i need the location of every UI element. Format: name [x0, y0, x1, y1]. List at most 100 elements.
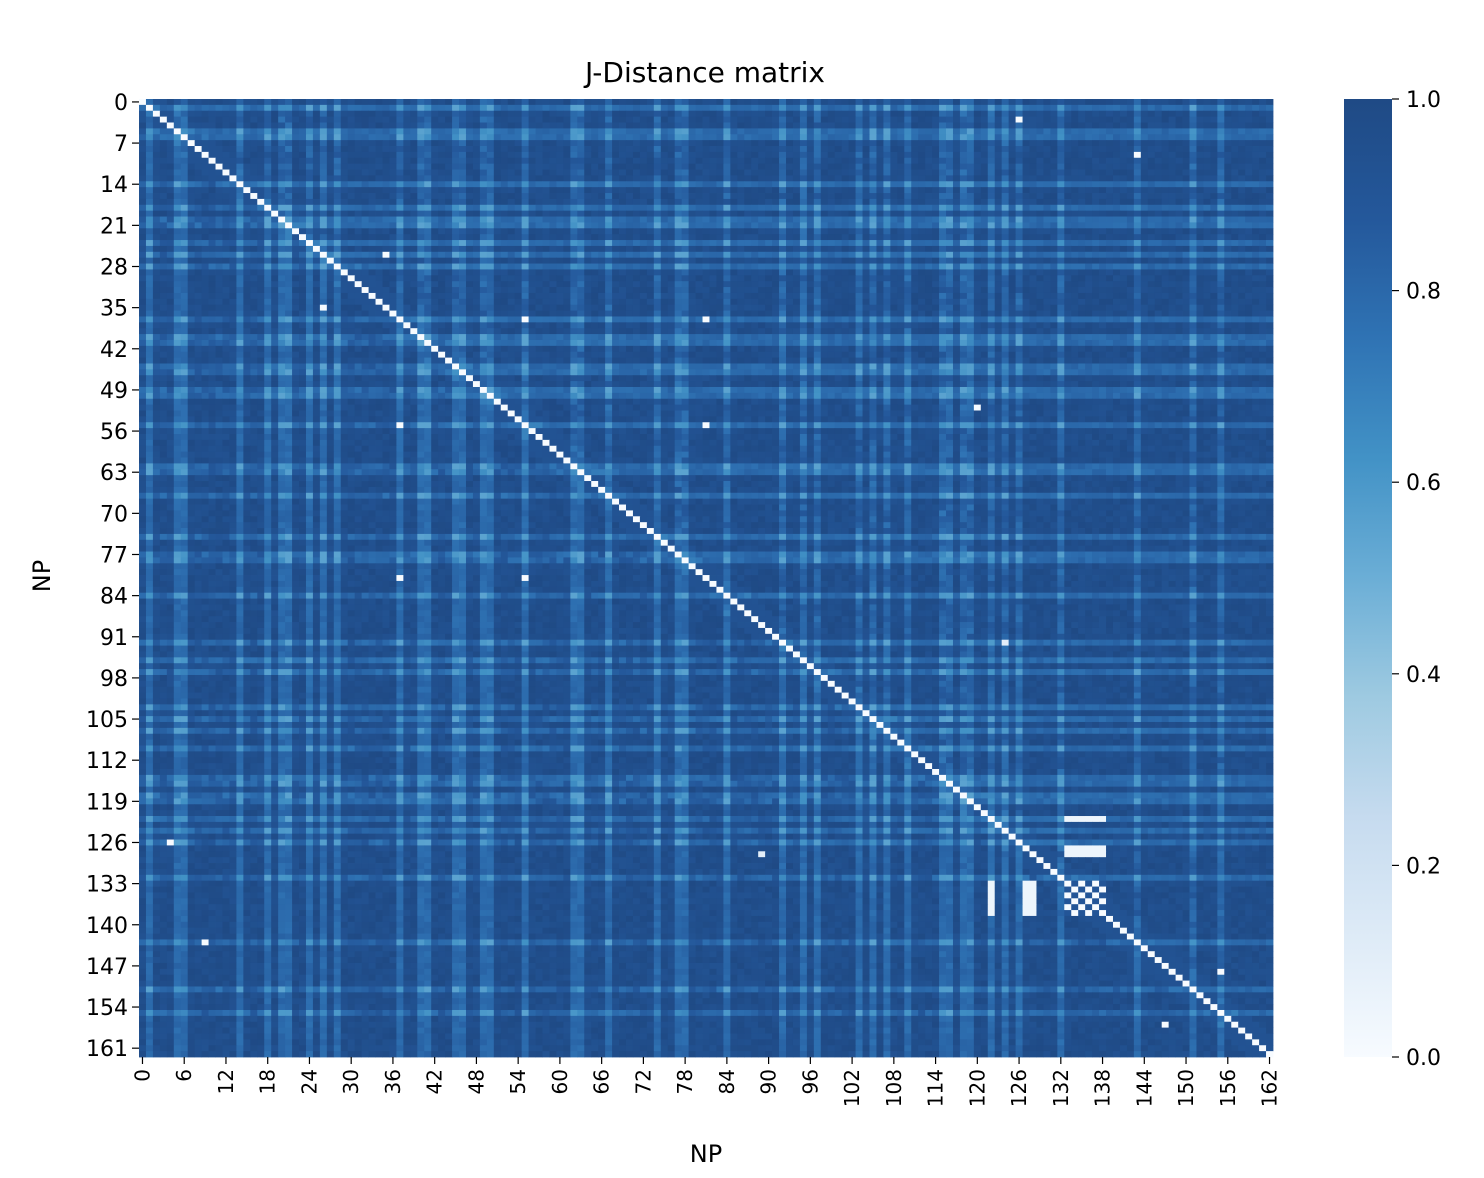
heatmap-cell — [431, 111, 438, 117]
heatmap-cell — [369, 170, 376, 176]
heatmap-cell — [807, 146, 814, 152]
heatmap-cell — [334, 140, 341, 146]
heatmap-cell — [981, 258, 988, 264]
heatmap-cell — [243, 175, 250, 181]
heatmap-cell — [605, 258, 612, 264]
heatmap-cell — [403, 152, 410, 158]
heatmap-cell — [960, 187, 967, 193]
heatmap-cell — [1099, 105, 1106, 111]
heatmap-cell — [1071, 269, 1078, 275]
heatmap-cell — [793, 275, 800, 281]
heatmap-cell — [668, 175, 675, 181]
heatmap-cell — [355, 217, 362, 223]
heatmap-cell — [1210, 264, 1217, 270]
heatmap-cell — [556, 128, 563, 134]
heatmap-cell — [1078, 175, 1085, 181]
heatmap-cell — [146, 275, 153, 281]
heatmap-cell — [250, 170, 257, 176]
heatmap-cell — [146, 187, 153, 193]
heatmap-cell — [619, 99, 626, 105]
heatmap-cell — [821, 99, 828, 105]
heatmap-cell — [1092, 264, 1099, 270]
heatmap-cell — [229, 217, 236, 223]
heatmap-cell — [396, 269, 403, 275]
heatmap-cell — [974, 170, 981, 176]
heatmap-cell — [543, 99, 550, 105]
heatmap-cell — [1203, 205, 1210, 211]
heatmap-cell — [306, 111, 313, 117]
heatmap-cell — [480, 175, 487, 181]
heatmap-cell — [1259, 199, 1266, 205]
heatmap-cell — [828, 246, 835, 252]
heatmap-cell — [800, 140, 807, 146]
heatmap-cell — [1099, 222, 1106, 228]
heatmap-cell — [494, 199, 501, 205]
heatmap-cell — [1127, 134, 1134, 140]
heatmap-cell — [911, 246, 918, 252]
heatmap-cell — [751, 193, 758, 199]
heatmap-cell — [355, 181, 362, 187]
heatmap-cell — [1009, 240, 1016, 246]
heatmap-cell — [278, 258, 285, 264]
heatmap-cell — [1064, 123, 1071, 129]
heatmap-cell — [1099, 228, 1106, 234]
heatmap-cell — [1217, 211, 1224, 217]
heatmap-cell — [139, 269, 146, 275]
heatmap-cell — [1064, 170, 1071, 176]
heatmap-cell — [1266, 240, 1273, 246]
heatmap-cell — [1092, 228, 1099, 234]
heatmap-cell — [543, 105, 550, 111]
heatmap-cell — [445, 258, 452, 264]
heatmap-cell — [1030, 246, 1037, 252]
heatmap-cell — [202, 105, 209, 111]
heatmap-cell — [1148, 187, 1155, 193]
heatmap-cell — [842, 199, 849, 205]
heatmap-cell — [1009, 99, 1016, 105]
heatmap-cell — [786, 228, 793, 234]
heatmap-cell — [403, 123, 410, 129]
heatmap-cell — [146, 240, 153, 246]
heatmap-cell — [751, 140, 758, 146]
heatmap-cell — [334, 246, 341, 252]
heatmap-cell — [863, 228, 870, 234]
heatmap-cell — [800, 234, 807, 240]
heatmap-cell — [501, 234, 508, 240]
heatmap-cell — [1099, 152, 1106, 158]
heatmap-cell — [716, 211, 723, 217]
heatmap-cell — [188, 211, 195, 217]
heatmap-cell — [1050, 158, 1057, 164]
heatmap-cell — [723, 205, 730, 211]
heatmap-cell — [786, 140, 793, 146]
heatmap-cell — [202, 152, 209, 158]
heatmap-cell — [549, 187, 556, 193]
heatmap-cell — [271, 193, 278, 199]
heatmap-cell — [1113, 111, 1120, 117]
heatmap-cell — [403, 211, 410, 217]
heatmap-cell — [369, 123, 376, 129]
heatmap-cell — [981, 252, 988, 258]
heatmap-cell — [883, 211, 890, 217]
heatmap-cell — [1252, 193, 1259, 199]
heatmap-cell — [222, 105, 229, 111]
heatmap-cell — [890, 187, 897, 193]
heatmap-cell — [883, 170, 890, 176]
heatmap-cell — [549, 228, 556, 234]
heatmap-cell — [1224, 140, 1231, 146]
heatmap-cell — [911, 211, 918, 217]
heatmap-cell — [730, 181, 737, 187]
heatmap-cell — [1210, 146, 1217, 152]
heatmap-cell — [1238, 234, 1245, 240]
heatmap-cell — [1196, 146, 1203, 152]
heatmap-cell — [209, 217, 216, 223]
heatmap-cell — [1259, 128, 1266, 134]
heatmap-cell — [821, 193, 828, 199]
heatmap-cell — [807, 264, 814, 270]
heatmap-cell — [737, 140, 744, 146]
heatmap-cell — [438, 187, 445, 193]
heatmap-cell — [285, 269, 292, 275]
heatmap-cell — [619, 140, 626, 146]
heatmap-cell — [320, 193, 327, 199]
heatmap-cell — [229, 170, 236, 176]
heatmap-cell — [160, 199, 167, 205]
